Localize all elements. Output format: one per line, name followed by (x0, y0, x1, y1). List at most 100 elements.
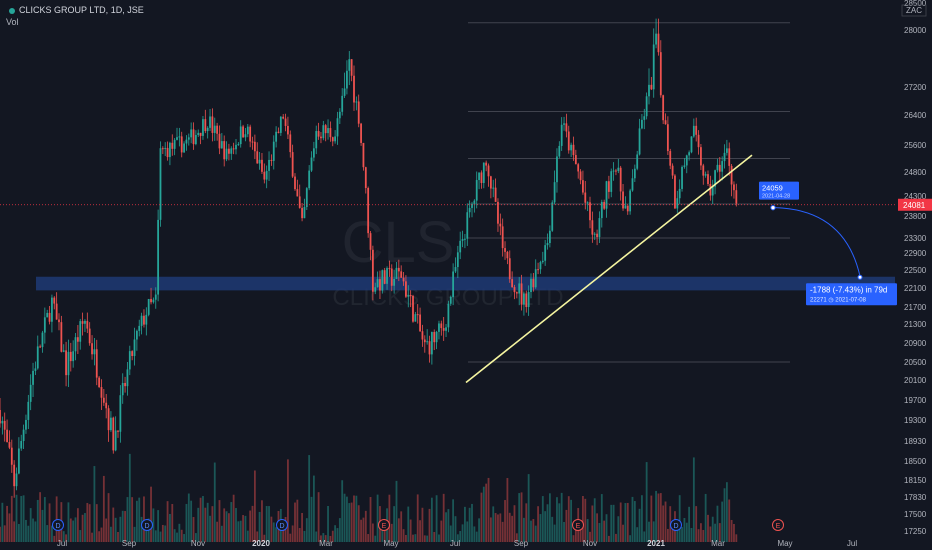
volume-bar (275, 527, 278, 542)
candle-body (53, 297, 56, 304)
candle (725, 139, 728, 156)
candle (544, 239, 547, 266)
candle-body (466, 212, 469, 239)
candle (367, 186, 370, 238)
volume-bar (416, 494, 419, 542)
volume-bar (645, 462, 648, 542)
chart-header: CLICKS GROUP LTD, 1D, JSE (6, 4, 144, 16)
event-circle (141, 519, 153, 531)
candle-body (100, 387, 103, 398)
event-marker: E (772, 519, 784, 531)
volume-bar (338, 518, 341, 542)
candle (600, 199, 603, 228)
candle-body (237, 144, 240, 146)
candle (723, 144, 726, 169)
volume-bar (357, 505, 360, 542)
candle (721, 156, 724, 181)
candle-body (489, 176, 492, 189)
candle-body (353, 75, 355, 103)
volume-bar (13, 521, 16, 542)
candle (143, 309, 145, 328)
volume-bar (473, 526, 476, 542)
volume-bar (173, 529, 176, 542)
candle-body (166, 147, 169, 158)
volume-bar (312, 475, 315, 542)
volume-bar (534, 525, 537, 542)
volume-bar (598, 523, 601, 542)
candle (381, 269, 384, 294)
candle (8, 430, 11, 450)
candle-body (386, 268, 388, 284)
candle (459, 231, 462, 260)
candle-body (279, 116, 282, 133)
volume-bar (213, 462, 216, 542)
candle (636, 150, 639, 171)
event-letter: E (776, 523, 781, 530)
currency-label: ZAC (906, 6, 922, 15)
y-tick-label: 23800 (904, 212, 927, 221)
candle (567, 125, 570, 154)
candle-body (324, 125, 327, 134)
candle (15, 467, 18, 491)
candle-body (206, 127, 209, 132)
candle-body (402, 277, 405, 282)
candle (190, 122, 193, 144)
candle-body (610, 171, 613, 192)
candle (629, 188, 632, 215)
x-tick-label: Nov (191, 539, 205, 548)
candle-body (440, 323, 443, 329)
volume-bar (256, 531, 259, 542)
candle (379, 270, 381, 299)
y-tick-label: 27200 (904, 83, 927, 92)
candle (674, 174, 676, 209)
y-tick-label: 24300 (904, 192, 927, 201)
candle-body (357, 101, 360, 124)
candle-body (86, 320, 89, 329)
candle (13, 460, 16, 498)
volume-bar (607, 535, 610, 542)
y-tick-label: 17500 (904, 510, 927, 519)
candle (532, 272, 535, 292)
symbol-label[interactable]: CLICKS GROUP LTD, 1D, JSE (19, 5, 144, 15)
volume-bar (320, 535, 322, 542)
volume-bar (664, 501, 667, 542)
candle (466, 203, 469, 246)
y-tick-label: 25600 (904, 141, 927, 150)
volume-bar (565, 509, 568, 542)
candle (100, 379, 103, 411)
candle (468, 200, 471, 218)
candle-body (58, 319, 60, 323)
candle-body (119, 395, 122, 432)
candle-body (631, 178, 634, 191)
candle (27, 394, 30, 429)
volume-bar (641, 495, 643, 542)
candle-body (480, 172, 483, 184)
candle-body (423, 339, 426, 343)
volume-bar (563, 521, 565, 542)
candle-body (145, 314, 148, 325)
candle (683, 158, 686, 169)
candle (334, 130, 337, 144)
candle (218, 125, 221, 155)
volume-bar (626, 502, 629, 542)
candle (95, 339, 98, 386)
candle-body (617, 167, 620, 172)
candle (449, 295, 452, 306)
candle (539, 260, 542, 274)
volume-bar (10, 495, 13, 542)
volume-bar (492, 506, 495, 542)
candle (662, 94, 665, 125)
candle-body (355, 101, 358, 103)
candle (395, 261, 398, 280)
candle-body (593, 233, 596, 235)
event-letter: D (55, 523, 60, 530)
candle (497, 198, 499, 232)
candle (298, 184, 301, 209)
candle-body (577, 164, 580, 172)
volume-bar (388, 494, 391, 542)
candle-body (591, 220, 594, 235)
candle-body (499, 223, 502, 227)
candle (25, 414, 27, 434)
